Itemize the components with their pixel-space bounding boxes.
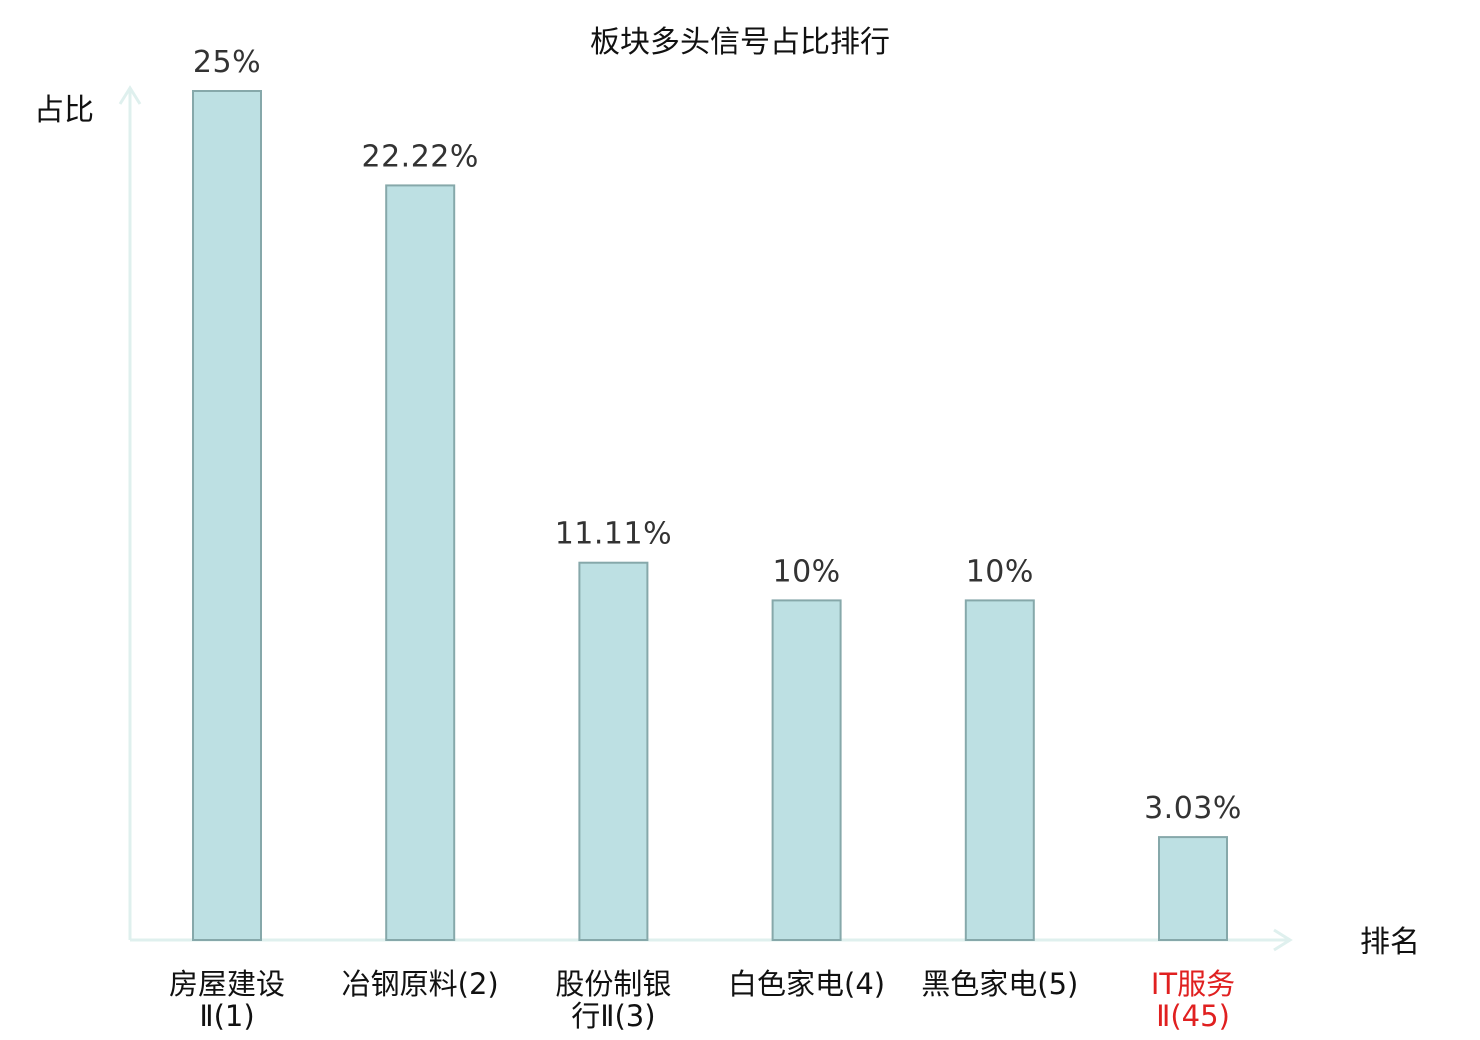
value-label: 25% (193, 45, 261, 80)
category-label-line2: 行Ⅱ(3) (571, 999, 655, 1033)
category-label-line2: Ⅱ(1) (199, 999, 254, 1033)
category-label: 冶钢原料(2) (342, 967, 499, 1001)
value-labels-group: 25% 22.22% 11.11% 10% 10% 3.03% (193, 45, 1242, 826)
axes (118, 85, 1293, 952)
x-axis-label: 排名 (1360, 925, 1420, 960)
bar (964, 599, 1035, 942)
bar (192, 90, 262, 941)
bar (578, 561, 649, 941)
value-label: 11.11% (555, 517, 672, 552)
y-axis-arrow (118, 85, 142, 105)
bar (385, 184, 456, 941)
value-label: 10% (773, 554, 841, 589)
bar (1158, 836, 1228, 941)
category-label: 白色家电(4) (728, 967, 885, 1001)
category-label: 房屋建设 (169, 967, 285, 1001)
category-label: 股份制银 (555, 967, 671, 1001)
value-label: 10% (966, 554, 1034, 589)
category-label: IT服务 (1151, 967, 1235, 1001)
chart-title: 板块多头信号占比排行 (590, 25, 890, 60)
category-label: 黑色家电(5) (921, 967, 1078, 1001)
category-label-line2: Ⅱ(45) (1156, 999, 1230, 1033)
bars-group (192, 90, 1228, 942)
value-label: 3.03% (1144, 791, 1242, 826)
value-label: 22.22% (362, 139, 479, 174)
y-axis-label: 占比 (34, 93, 94, 128)
bar (771, 599, 842, 942)
x-axis-arrow (1273, 928, 1293, 952)
